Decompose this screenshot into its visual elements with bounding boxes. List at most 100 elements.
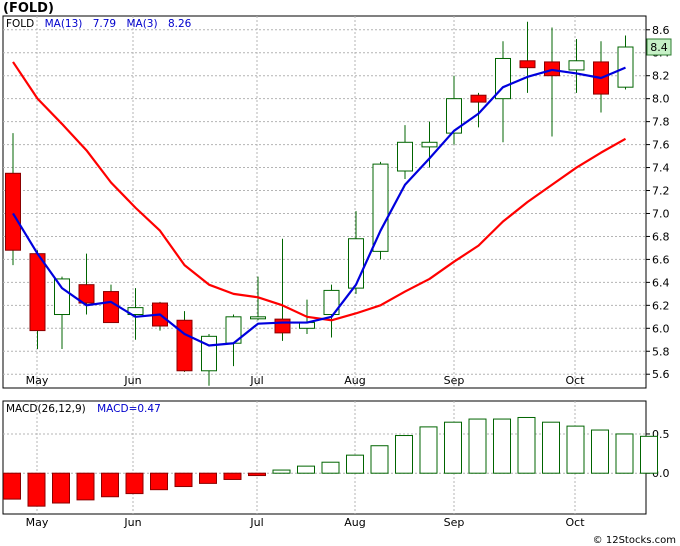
price-y-tick-label: 7.6 (652, 139, 670, 152)
legend-ma13-label: MA(13) (45, 18, 83, 30)
candle-body-down (29, 253, 46, 332)
macd-bar-positive (395, 435, 413, 474)
last-price-marker: 8.4 (646, 38, 672, 56)
candle (176, 311, 193, 372)
price-y-tick-label: 7.8 (652, 116, 670, 129)
macd-bar-positive (591, 429, 609, 474)
macd-bar-negative (76, 472, 95, 501)
candle-body-up (250, 316, 266, 320)
price-y-tick-label: 6.2 (652, 299, 670, 312)
candle (5, 133, 21, 266)
last-price-label: 8.4 (650, 41, 668, 54)
candle-body-up (617, 46, 634, 88)
price-x-label: Sep (444, 374, 465, 387)
price-y-tick-label: 8.2 (652, 70, 670, 83)
candle (152, 301, 168, 331)
macd-legend-value: MACD=0.47 (97, 403, 161, 415)
macd-bar-positive (419, 426, 438, 474)
price-x-label: Jul (249, 374, 263, 387)
price-y-tick-label: 6.0 (652, 322, 670, 335)
macd-bar-positive (444, 421, 462, 474)
ma13-line (12, 61, 627, 322)
price-y-tick-label: 7.0 (652, 207, 670, 220)
macd-bar-positive (640, 435, 658, 474)
candle (446, 75, 462, 145)
candle (544, 27, 560, 137)
candle-body-up (201, 335, 217, 372)
candle (103, 284, 119, 324)
price-y-tick-label: 7.4 (652, 162, 670, 175)
candle (470, 92, 487, 128)
candle-body-down (103, 291, 119, 324)
candle-body-down (544, 61, 560, 77)
macd-bar-negative (3, 472, 21, 500)
candle-body-up (397, 141, 413, 172)
macd-bar-negative (101, 472, 119, 498)
macd-bar-positive (321, 461, 340, 474)
macd-bar-positive (542, 421, 560, 474)
macd-bar-positive (566, 425, 585, 474)
candle-body-down (5, 172, 21, 251)
candle-body-up (323, 289, 340, 316)
macd-bar-negative (199, 472, 217, 484)
price-y-tick-label: 6.8 (652, 230, 670, 243)
candle-body-down (470, 94, 487, 103)
chart-title: (FOLD) (3, 1, 54, 16)
candle-body-down (176, 319, 193, 372)
price-x-label: Aug (344, 374, 365, 387)
macd-bar-positive (370, 445, 389, 474)
macd-x-label: Sep (444, 516, 465, 529)
candle-body-down (274, 318, 291, 334)
price-y-tick-label: 5.6 (652, 368, 670, 381)
legend-symbol: FOLD (6, 18, 34, 30)
macd-bar-negative (125, 472, 144, 495)
candle-body-up (54, 278, 70, 316)
macd-bar-negative (174, 472, 193, 488)
price-y-axis: 5.6 5.8 6.0 6.2 6.4 6.6 6.8 7.0 7.2 7.4 7.6 7.8 8.0 8… (646, 24, 670, 381)
price-y-tick-label: 6.4 (652, 276, 670, 289)
footer-credit: © 12Stocks.com (593, 535, 676, 546)
candle (495, 41, 511, 143)
candle (372, 161, 389, 260)
price-y-tick-label: 6.6 (652, 253, 670, 266)
candle-body-down (78, 284, 95, 304)
price-y-tick-label: 8.6 (652, 24, 670, 37)
macd-x-label: May (26, 516, 49, 529)
macd-bar-negative (248, 472, 266, 477)
candle-body-up (421, 141, 438, 148)
macd-bar-negative (223, 472, 242, 480)
macd-x-label: Aug (344, 516, 365, 529)
legend: FOLD MA(13) 7.79 MA(3) 8.26 (6, 18, 192, 30)
macd-legend: MACD(26,12,9) MACD=0.47 (6, 403, 161, 415)
price-x-label: May (26, 374, 49, 387)
macd-bar-negative (52, 472, 70, 504)
candle-body-up (372, 163, 389, 252)
price-y-tick-label: 7.2 (652, 185, 670, 198)
legend-ma13-value: 7.79 (93, 18, 116, 30)
macd-x-label: Jun (123, 516, 141, 529)
moving-average-lines (12, 61, 627, 347)
candle-body-up (568, 60, 585, 71)
candle (225, 314, 242, 367)
candle-body-up (495, 57, 511, 100)
price-x-label: Oct (565, 374, 585, 387)
candle-body-up (348, 238, 364, 289)
price-x-label: Jun (123, 374, 141, 387)
legend-ma3-value: 8.26 (168, 18, 192, 30)
macd-x-axis-labels: May Jun Jul Aug Sep Oct (26, 516, 586, 529)
macd-bar-positive (272, 469, 291, 474)
macd-legend-label: MACD(26,12,9) (6, 403, 86, 415)
macd-bar-positive (297, 465, 315, 474)
macd-bar-positive (468, 418, 487, 474)
price-y-tick-label: 8.0 (652, 93, 670, 106)
candle (568, 38, 585, 93)
macd-bar-positive (517, 416, 536, 474)
candle (617, 35, 634, 90)
macd-bar-positive (493, 418, 511, 474)
candle-body-down (519, 60, 536, 69)
price-panel (2, 15, 647, 389)
macd-bar-negative (150, 472, 168, 491)
macd-x-label: Jul (249, 516, 263, 529)
macd-bar-positive (615, 433, 634, 474)
